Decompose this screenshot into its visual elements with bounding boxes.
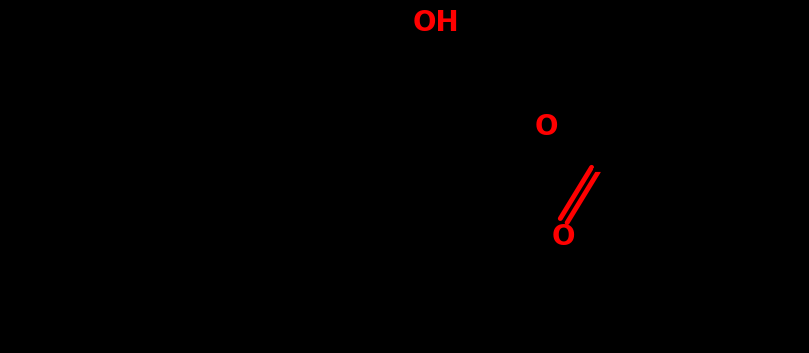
Text: O: O (535, 113, 558, 141)
Text: OH: OH (413, 9, 460, 37)
Text: O: O (552, 223, 575, 251)
